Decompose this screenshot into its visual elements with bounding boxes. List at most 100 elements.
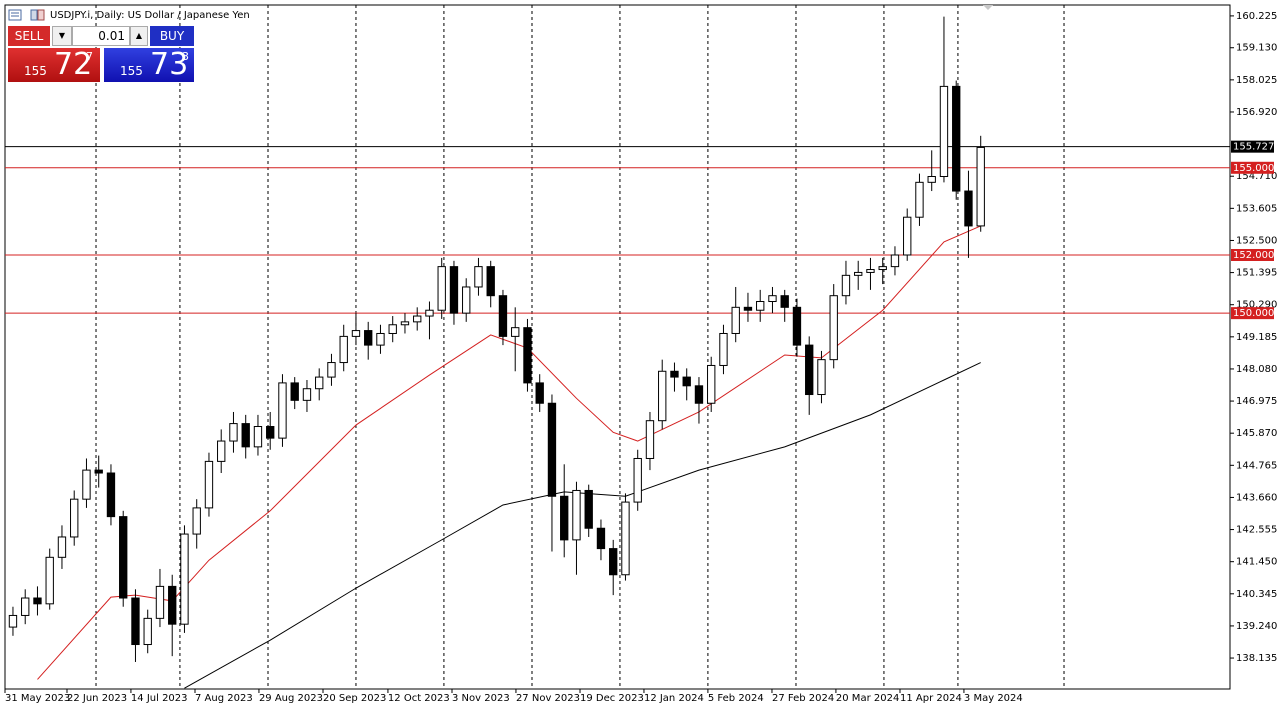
candle-body — [523, 327, 532, 384]
candle-body — [645, 420, 655, 459]
candle-body — [890, 254, 900, 268]
candle-body — [780, 295, 789, 308]
current-price-tag — [1231, 140, 1274, 153]
level-label: 150.000 — [1233, 308, 1274, 319]
candle-body — [437, 266, 446, 311]
candle-body — [976, 146, 985, 227]
candle-body — [8, 614, 18, 628]
candle-body — [670, 370, 679, 378]
x-tick-label: 27 Feb 2024 — [772, 693, 834, 704]
candle-body — [682, 376, 691, 387]
y-tick-label: 138.135 — [1236, 653, 1277, 664]
x-tick-label: 7 Aug 2023 — [195, 693, 253, 704]
y-tick-label: 143.660 — [1236, 492, 1277, 503]
candle-body — [376, 332, 385, 346]
lot-down[interactable]: ▼ — [52, 26, 72, 46]
y-tick-label: 150.290 — [1236, 300, 1277, 311]
candle-body — [621, 501, 630, 576]
level-label: 152.000 — [1233, 250, 1274, 261]
buy-button[interactable]: BUY — [150, 26, 194, 46]
bid-pip: 7 — [86, 50, 93, 63]
candle-body — [560, 495, 569, 541]
ask-quote[interactable]: 155 73 3 — [104, 48, 194, 82]
candle-body — [413, 315, 422, 323]
sell-button[interactable]: SELL — [8, 26, 50, 46]
symbol-icon — [8, 9, 45, 21]
y-tick-label: 144.765 — [1236, 460, 1277, 471]
candle-body — [817, 359, 826, 396]
current-price-label: 155.727 — [1233, 142, 1274, 153]
candle-body — [731, 306, 740, 334]
candle-body — [756, 301, 765, 311]
candle-body — [388, 324, 397, 334]
candle-body — [168, 585, 177, 625]
x-tick-label: 22 Jun 2023 — [67, 693, 127, 704]
candle-body — [131, 597, 140, 646]
candle-body — [351, 330, 361, 337]
candle-body — [952, 85, 961, 192]
candle-body — [498, 295, 508, 337]
y-tick-label: 139.240 — [1236, 621, 1277, 632]
candle-body — [964, 190, 973, 227]
lot-up[interactable]: ▲ — [130, 26, 148, 46]
candle-body — [106, 472, 116, 518]
y-tick-label: 153.605 — [1236, 203, 1277, 214]
y-tick-label: 145.870 — [1236, 428, 1277, 439]
shift-marker — [983, 5, 993, 10]
x-tick-label: 14 Jul 2023 — [131, 693, 188, 704]
y-tick-label: 159.130 — [1236, 43, 1277, 54]
candle-body — [70, 498, 79, 538]
x-tick-label: 12 Oct 2023 — [388, 693, 450, 704]
candle-body — [119, 516, 128, 599]
candle-body — [903, 216, 912, 256]
candle-body — [854, 271, 863, 276]
level-label: 155.000 — [1233, 163, 1274, 174]
plot-frame — [4, 4, 1231, 690]
candle-body — [535, 382, 544, 404]
candle-body — [719, 332, 728, 366]
candle-body — [302, 388, 312, 401]
candle-body — [449, 266, 459, 314]
candle-body — [572, 489, 581, 541]
lot-input[interactable]: 0.01 — [72, 26, 130, 46]
candle-body — [707, 364, 716, 404]
y-tick-label: 141.450 — [1236, 557, 1277, 568]
chart-title: USDJPY.i, Daily: US Dollar / Japanese Ye… — [50, 10, 250, 21]
candle-body — [743, 306, 753, 311]
y-tick-label: 151.395 — [1236, 268, 1277, 279]
candle-body — [180, 533, 189, 625]
candle-body — [425, 309, 434, 317]
x-tick-label: 31 May 2023 — [5, 693, 70, 704]
y-tick-label: 152.500 — [1236, 235, 1277, 246]
bid-quote[interactable]: 155 72 7 — [8, 48, 100, 82]
candle-body — [204, 460, 214, 509]
y-tick-label: 148.080 — [1236, 364, 1277, 375]
candle-body — [927, 176, 936, 183]
x-tick-label: 29 Aug 2023 — [259, 693, 323, 704]
y-tick-label: 154.710 — [1236, 171, 1277, 182]
candle-body — [266, 426, 275, 439]
y-tick-label: 160.225 — [1236, 11, 1277, 22]
y-tick-label: 149.185 — [1236, 332, 1277, 343]
x-tick-label: 27 Nov 2023 — [516, 693, 580, 704]
candle-body — [658, 370, 667, 422]
x-tick-label: 3 May 2024 — [964, 693, 1023, 704]
level-tag — [1231, 307, 1274, 320]
candle-body — [143, 617, 152, 646]
candle-body — [939, 85, 949, 178]
level-tag — [1231, 248, 1274, 261]
candle-body — [364, 330, 373, 346]
candle-body — [21, 597, 30, 616]
candle-body — [290, 382, 299, 401]
x-tick-label: 20 Mar 2024 — [836, 693, 899, 704]
candle-body — [400, 321, 410, 326]
candle-body — [155, 585, 165, 619]
candle-body — [829, 295, 838, 361]
x-tick-label: 3 Nov 2023 — [452, 693, 510, 704]
candle-body — [192, 507, 201, 535]
y-tick-label: 142.555 — [1236, 525, 1277, 536]
candle-body — [841, 274, 851, 297]
candle-body — [45, 556, 54, 605]
